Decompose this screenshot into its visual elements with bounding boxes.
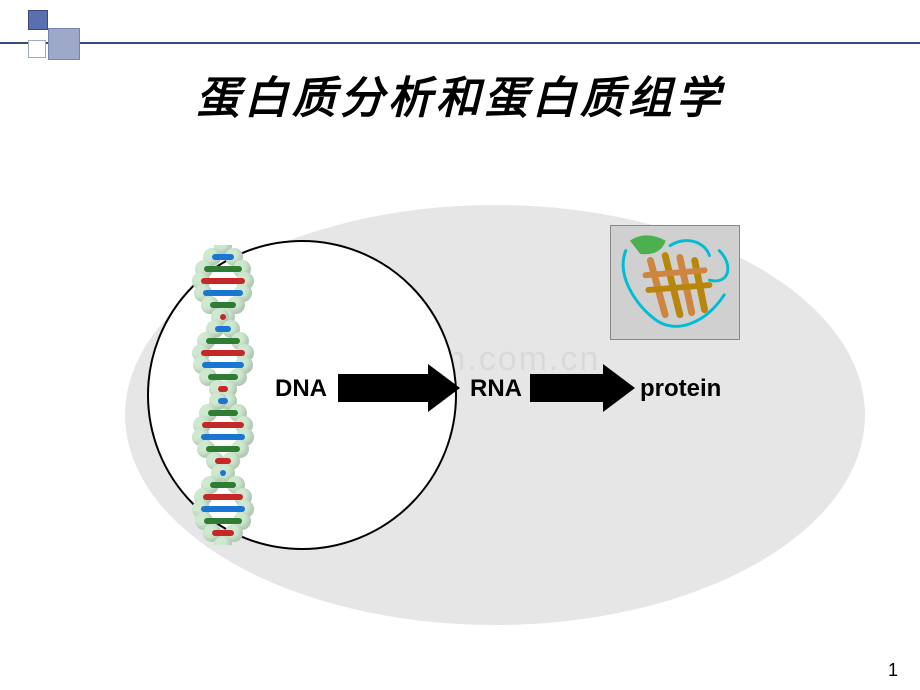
- arrow-shaft: [530, 374, 603, 402]
- protein-graphic: [610, 225, 740, 340]
- label-protein: protein: [640, 375, 721, 403]
- label-rna: RNA: [470, 375, 522, 403]
- slide-title: 蛋白质分析和蛋白质组学: [0, 62, 920, 126]
- protein-ribbon-svg: [611, 226, 739, 339]
- arrow-head: [428, 364, 460, 412]
- corner-square-2: [48, 28, 80, 60]
- page-number: 1: [888, 660, 898, 681]
- arrow-shaft: [338, 374, 428, 402]
- corner-square-1: [28, 10, 48, 30]
- arrow-dna-to-rna: [338, 364, 460, 412]
- header-rule: [0, 42, 920, 44]
- dna-graphic: [178, 245, 268, 545]
- arrow-head: [603, 364, 635, 412]
- arrow-rna-to-protein: [530, 364, 635, 412]
- label-dna: DNA: [275, 375, 327, 403]
- corner-square-3: [28, 40, 46, 58]
- corner-decoration: [0, 0, 100, 60]
